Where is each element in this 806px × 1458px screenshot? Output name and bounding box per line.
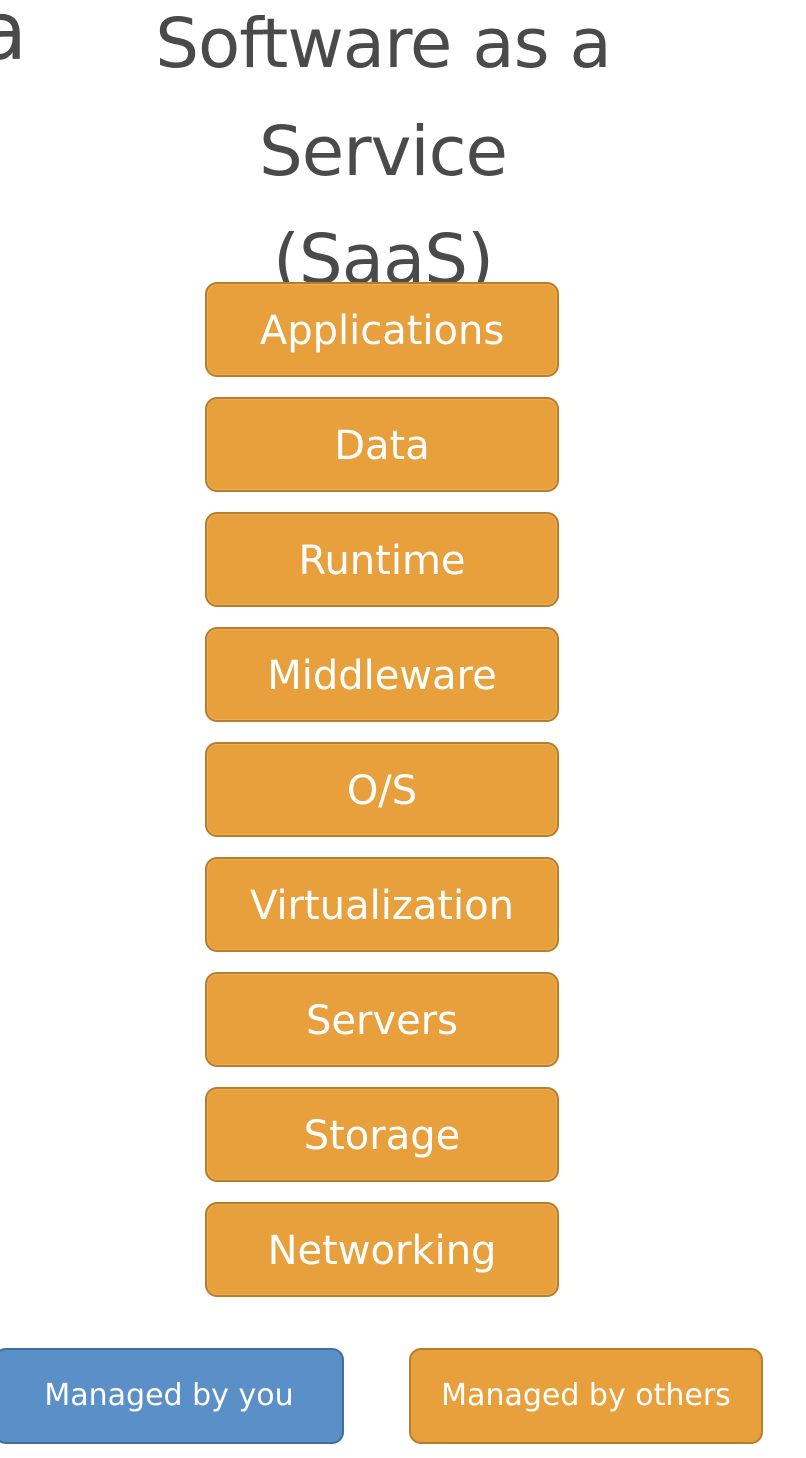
layer-applications: Applications — [205, 282, 559, 377]
layer-runtime: Runtime — [205, 512, 559, 607]
layer-data: Data — [205, 397, 559, 492]
title-line-2: Service — [258, 112, 508, 192]
layer-storage: Storage — [205, 1087, 559, 1182]
layer-os: O/S — [205, 742, 559, 837]
saas-title: Software as a Service (SaaS) — [150, 0, 616, 314]
layer-networking: Networking — [205, 1202, 559, 1297]
layer-middleware: Middleware — [205, 627, 559, 722]
saas-layer-stack: Applications Data Runtime Middleware O/S… — [205, 282, 561, 1297]
legend-managed-by-you: Managed by you — [0, 1348, 344, 1444]
clipped-neighbor-title: a — [0, 0, 28, 78]
legend-managed-by-others: Managed by others — [409, 1348, 763, 1444]
title-line-1: Software as a — [155, 4, 612, 84]
layer-virtualization: Virtualization — [205, 857, 559, 952]
layer-servers: Servers — [205, 972, 559, 1067]
